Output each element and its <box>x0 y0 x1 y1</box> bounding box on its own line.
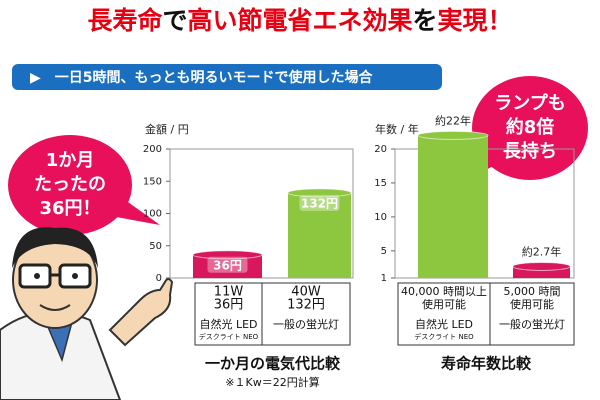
value-label: 約2.7年 <box>522 244 562 258</box>
y-axis-label: 金額 / 円 <box>145 122 189 136</box>
category-label: 自然光 LED <box>415 317 473 331</box>
bubble-left <box>8 135 160 235</box>
y-tick-label: 200 <box>143 144 162 155</box>
y-tick-label: 20 <box>374 144 387 155</box>
value-label: 約22年 <box>435 113 471 127</box>
headline-part: を <box>413 6 438 35</box>
headline-part: 長寿命 <box>87 6 163 35</box>
bar <box>288 192 351 278</box>
chart-title: 一か月の電気代比較 <box>205 355 341 373</box>
bubble-text: 36円！ <box>39 198 100 219</box>
spec-text: 132円 <box>287 298 325 313</box>
y-tick-label: 5 <box>381 246 387 257</box>
spec-text: 使用可能 <box>510 297 554 311</box>
category-label: 一般の蛍光灯 <box>499 317 565 331</box>
bubble-text: 約8倍 <box>506 116 555 138</box>
chart-note: ※１Kw＝22円計算 <box>225 375 319 389</box>
headline-part: 実現！ <box>438 6 513 35</box>
value-label-box <box>207 256 248 273</box>
banner-text: ▶ 一日5時間、もっとも明るいモードで使用した場合 <box>30 69 374 86</box>
category-label: 一般の蛍光灯 <box>273 317 339 331</box>
bar-top <box>287 188 352 198</box>
value-label: 132円 <box>301 196 338 210</box>
spec-text: 36円 <box>214 298 244 313</box>
spec-text: 使用可能 <box>422 297 466 311</box>
value-label: 36円 <box>213 258 242 272</box>
headline-part: 高い節電省エネ効果 <box>187 6 412 35</box>
y-tick-label: 50 <box>149 241 162 252</box>
spec-table <box>194 282 351 346</box>
y-tick-label: 15 <box>374 178 387 189</box>
y-tick-label: 1 <box>381 273 387 284</box>
bar-top <box>417 130 489 140</box>
spec-text: 11W <box>214 285 244 300</box>
bar <box>418 135 488 278</box>
spec-text: 5,000 時間 <box>504 285 561 298</box>
bar <box>513 266 570 278</box>
category-subtitle: デスクライト NEO <box>414 332 474 341</box>
scientist <box>0 227 174 400</box>
headline-part: で <box>162 6 187 35</box>
y-axis-label: 年数 / 年 <box>375 122 419 136</box>
bubble-text: ランプも <box>494 92 565 114</box>
bar-top <box>512 261 571 271</box>
spec-table <box>397 282 575 346</box>
category-subtitle: デスクライト NEO <box>199 332 259 341</box>
y-tick-label: 150 <box>143 176 162 187</box>
spec-text: 40W <box>291 285 321 300</box>
headline: 長寿命で高い節電省エネ効果を実現！ <box>87 6 512 35</box>
bar-top <box>192 250 263 260</box>
bubble-text: 長持ち <box>503 140 557 162</box>
bubble-text: 1か月 <box>46 150 95 171</box>
category-label: 自然光 LED <box>199 317 257 331</box>
spec-text: 40,000 時間以上 <box>401 285 487 298</box>
y-tick-label: 10 <box>374 212 387 223</box>
chart-title: 寿命年数比較 <box>441 355 532 373</box>
y-tick-label: 100 <box>143 209 162 220</box>
bubble-text: たったの <box>34 174 106 195</box>
y-tick-label: 0 <box>156 273 162 284</box>
banner-box <box>12 64 442 90</box>
bar <box>193 254 262 278</box>
value-label-box <box>299 194 340 211</box>
